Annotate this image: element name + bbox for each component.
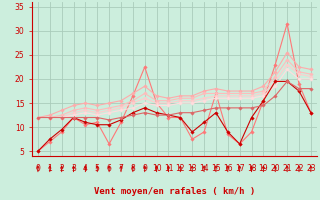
X-axis label: Vent moyen/en rafales ( km/h ): Vent moyen/en rafales ( km/h ) bbox=[94, 187, 255, 196]
